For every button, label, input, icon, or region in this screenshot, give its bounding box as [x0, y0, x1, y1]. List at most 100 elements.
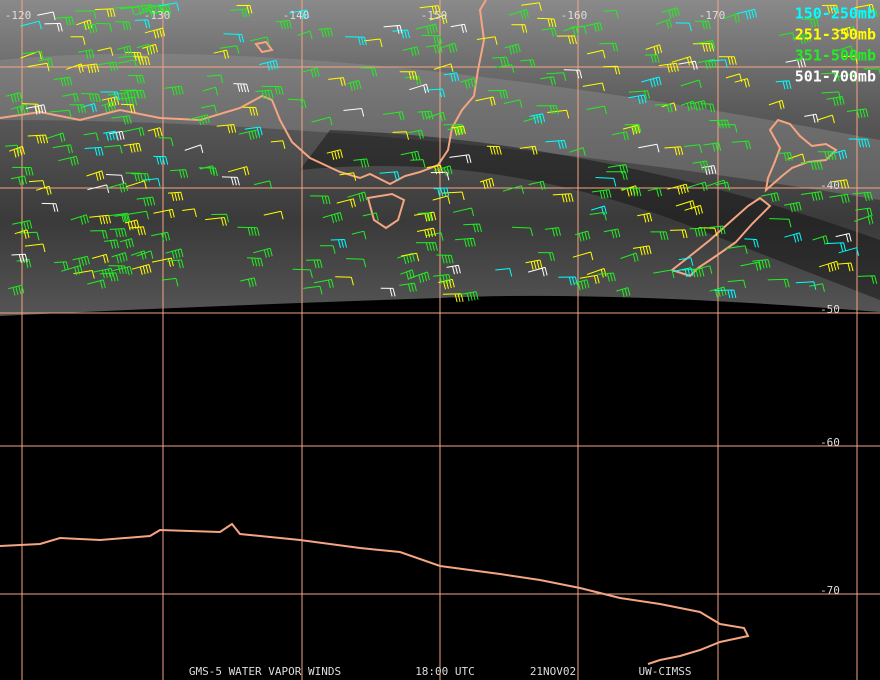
wind-barb — [105, 174, 125, 184]
wind-barb — [310, 195, 331, 205]
wind-barb — [233, 83, 250, 93]
wind-barb — [655, 18, 672, 29]
wind-barb — [563, 69, 583, 79]
wind-barb — [363, 38, 383, 48]
wind-barb — [347, 80, 362, 91]
wind-barb — [79, 63, 100, 74]
wind-barb — [216, 124, 237, 134]
wind-barb — [201, 104, 217, 114]
wind-barb — [114, 6, 135, 15]
wind-barb — [53, 76, 73, 87]
wind-barb — [709, 225, 726, 235]
wind-barb — [809, 283, 825, 292]
wind-barb — [91, 253, 109, 264]
wind-barb — [735, 8, 758, 20]
wind-barb — [261, 85, 284, 95]
wind-barb — [303, 285, 323, 295]
wind-barb — [504, 43, 521, 55]
wind-barb — [35, 185, 52, 196]
wind-barb — [314, 279, 334, 289]
wind-barb — [521, 2, 542, 11]
legend-entry: 150-250mb — [795, 5, 876, 23]
legend: 150-250mb 251-350mb 351-500mb 501-700mb — [795, 5, 876, 86]
wind-barb — [417, 212, 433, 222]
wind-barb — [536, 105, 559, 114]
wind-barb — [817, 114, 835, 124]
wind-barb — [752, 259, 771, 269]
wind-barb — [537, 252, 555, 261]
wind-barb — [125, 89, 146, 99]
footer: GMS-5 WATER VAPOR WINDS 18:00 UTC 21NOV02 U… — [189, 665, 692, 678]
wind-barb — [430, 171, 450, 181]
wind-barb — [450, 23, 467, 33]
wind-barb — [558, 276, 578, 286]
wind-barb — [620, 187, 642, 197]
wind-barb — [198, 167, 218, 177]
wind-barb — [784, 232, 802, 243]
wind-barb — [479, 177, 495, 190]
wind-barb — [219, 45, 240, 54]
wind-barb — [854, 215, 874, 225]
wind-barb — [318, 27, 333, 38]
wind-barb — [725, 73, 743, 83]
wind-barb — [49, 109, 72, 119]
wind-barb — [616, 287, 631, 298]
wind-barb — [8, 284, 25, 296]
wind-barb — [44, 22, 63, 32]
wind-barb — [804, 113, 819, 123]
wind-barb — [109, 228, 127, 238]
wind-barb — [835, 233, 852, 243]
wind-barb — [454, 237, 476, 248]
wind-barb — [101, 101, 116, 113]
wind-barb — [768, 99, 785, 110]
wind-barb — [767, 278, 790, 288]
wind-barb — [433, 274, 452, 284]
wind-barb — [452, 207, 475, 217]
legend-entry: 501-700mb — [795, 68, 876, 86]
wind-barb — [591, 189, 612, 199]
wind-barb — [166, 259, 184, 269]
wind-barb — [319, 245, 336, 254]
wind-barb — [502, 185, 525, 194]
wind-barb — [570, 25, 587, 35]
wind-barb — [628, 90, 650, 100]
wind-barb — [703, 142, 722, 152]
wind-barb — [638, 143, 660, 153]
wind-barb — [552, 193, 574, 203]
wind-barb — [103, 239, 120, 249]
wind-barb — [775, 80, 792, 90]
wind-barb — [492, 56, 509, 66]
wind-barb — [111, 252, 128, 264]
wind-barb — [129, 226, 146, 236]
wind-barb — [119, 6, 142, 16]
wind-barb — [95, 22, 113, 32]
wind-barb — [546, 72, 567, 81]
wind-barb — [410, 159, 426, 168]
footer-text: GMS-5 WATER VAPOR WINDS — [189, 665, 341, 678]
wind-barb — [784, 201, 802, 213]
wind-barb — [654, 103, 673, 113]
wind-barb — [5, 92, 23, 103]
wind-barb — [119, 89, 139, 99]
wind-barb — [249, 36, 270, 46]
wind-barb — [572, 251, 594, 261]
latitude-labels: -40 -50 -60 -70 — [820, 179, 840, 597]
antarctica-coast — [0, 522, 750, 665]
wind-barb — [144, 27, 166, 39]
wind-barb — [206, 74, 224, 84]
wind-barb — [360, 67, 378, 77]
wind-barb — [326, 149, 343, 161]
wind-barb — [573, 279, 590, 291]
wind-barb — [586, 49, 606, 59]
wind-barb — [441, 42, 458, 54]
wind-barb — [681, 100, 696, 112]
wind-barb — [830, 149, 848, 160]
wind-barb — [322, 212, 343, 224]
wind-barb — [821, 4, 839, 14]
wind-barb — [527, 266, 548, 277]
wind-barb — [494, 64, 515, 73]
longitude-label: -150 — [421, 9, 448, 22]
wind-barb — [240, 277, 257, 288]
wind-barb — [760, 192, 780, 203]
